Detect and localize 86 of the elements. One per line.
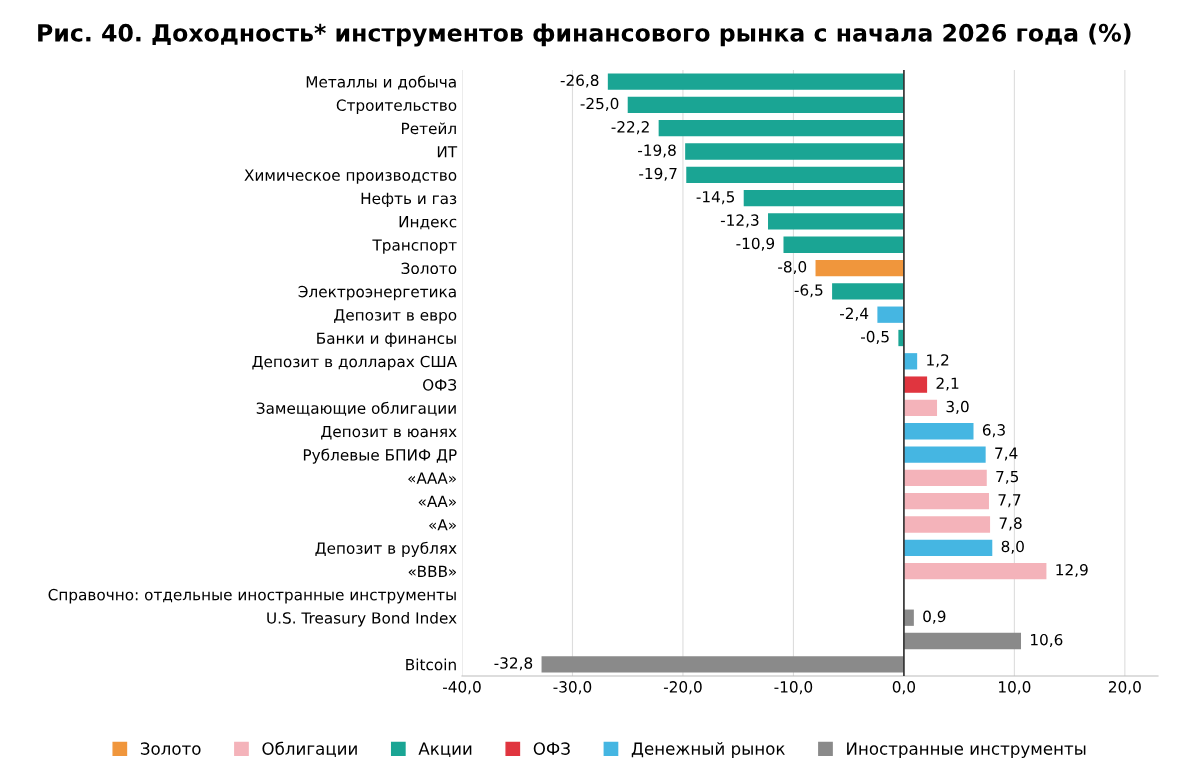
data-label: 3,0: [946, 400, 969, 414]
bar: [903, 469, 987, 487]
bar: [903, 376, 928, 393]
y-tick-label: «ААА»: [408, 472, 456, 484]
bar: [903, 423, 974, 440]
x-tick-label: 0,0: [892, 681, 916, 695]
data-label: 8,0: [1001, 540, 1024, 554]
y-tick-label: Депозит в рублях: [315, 541, 457, 557]
y-tick-label: Химическое производство: [244, 169, 457, 184]
bar: [877, 306, 904, 323]
y-tick-label: Депозит в евро: [334, 309, 457, 324]
data-label: -10,9: [736, 237, 775, 251]
y-tick-label: Депозит в юанях: [321, 425, 457, 440]
bar: [686, 166, 904, 183]
x-tick-label: -30,0: [553, 681, 592, 695]
x-tick-label: 10,0: [999, 681, 1031, 695]
bar: [903, 562, 1047, 580]
data-label: 7,8: [999, 517, 1022, 531]
y-tick-label: ОФЗ: [423, 379, 457, 391]
legend-label: Денежный рынок: [631, 742, 785, 759]
legend-label: Акции: [418, 742, 472, 757]
y-tick-label: «BBB»: [408, 565, 456, 577]
legend-label: Облигации: [262, 741, 357, 757]
y-tick-label: Индекс: [399, 216, 457, 230]
data-label: -14,5: [696, 191, 735, 205]
bar: [541, 656, 904, 673]
data-label: 0,9: [923, 610, 946, 624]
data-label: -6,5: [794, 284, 823, 298]
bar: [903, 493, 989, 510]
y-tick-label: ИТ: [437, 146, 458, 158]
data-label: -2,4: [840, 307, 869, 321]
bar: [658, 120, 904, 137]
data-label: 7,7: [998, 494, 1021, 508]
legend-label: Золото: [140, 742, 201, 755]
bar: [903, 399, 938, 417]
y-tick-label: Электроэнергетика: [298, 285, 456, 301]
y-tick-label: Строительство: [336, 99, 457, 114]
y-tick-label: Золото: [401, 262, 457, 275]
x-tick-label: -10,0: [774, 681, 813, 695]
y-tick-label: Металлы и добыча: [306, 75, 456, 90]
chart-title: Рис. 40. Доходность* инструментов финансового рынка с начала 2026 года (%): [38, 23, 1131, 47]
y-tick-label: «АА»: [418, 495, 456, 507]
y-tick-label: Нефть и газ: [361, 192, 457, 208]
legend-label: Иностранные инструменты: [847, 742, 1086, 759]
y-tick-label: Замещающие облигации: [256, 401, 456, 416]
data-label: 1,2: [927, 354, 949, 368]
data-label: -25,0: [580, 97, 619, 111]
y-tick-label: Ретейл: [402, 122, 456, 135]
data-label: 7,4: [995, 447, 1018, 461]
data-label: -26,8: [560, 74, 599, 88]
bar: [903, 446, 986, 463]
data-label: -32,8: [494, 657, 533, 671]
bar: [903, 632, 1022, 650]
bar: [743, 189, 904, 207]
bar: [815, 259, 904, 277]
x-tick-label: -20,0: [663, 681, 702, 695]
y-tick-label: Банки и финансы: [317, 332, 456, 347]
data-label: 6,3: [982, 424, 1005, 438]
data-label: 10,6: [1031, 633, 1063, 648]
bar: [768, 213, 904, 230]
y-tick-label: Транспорт: [372, 239, 457, 254]
bar: [627, 96, 904, 114]
x-tick-label: -40,0: [442, 681, 481, 695]
y-tick-label: «А»: [429, 519, 456, 531]
bar: [903, 516, 991, 533]
y-tick-label: Рублевые БПИФ ДР: [303, 448, 457, 464]
data-label: 12,9: [1056, 563, 1088, 578]
data-label: -22,2: [611, 121, 649, 135]
bar: [832, 283, 904, 300]
y-tick-label: U.S. Treasury Bond Index: [267, 611, 457, 627]
data-label: -0,5: [860, 330, 889, 344]
data-label: -19,8: [638, 144, 676, 158]
bar: [783, 236, 904, 253]
legend-label: ОФЗ: [533, 742, 570, 755]
data-label: -12,3: [720, 214, 759, 228]
data-label: 7,5: [996, 470, 1019, 484]
y-tick-label: Справочно: отдельные иностранные инструменты: [48, 588, 456, 604]
data-label: -8,0: [778, 260, 807, 275]
y-tick-label: Bitcoin: [406, 658, 456, 671]
bar: [607, 73, 904, 90]
data-label: 2,1: [936, 377, 959, 391]
y-tick-label: Депозит в долларах США: [252, 355, 458, 371]
bar: [903, 539, 993, 556]
data-label: -19,7: [639, 167, 677, 181]
bar: [685, 143, 904, 160]
x-tick-label: 20,0: [1108, 681, 1141, 695]
